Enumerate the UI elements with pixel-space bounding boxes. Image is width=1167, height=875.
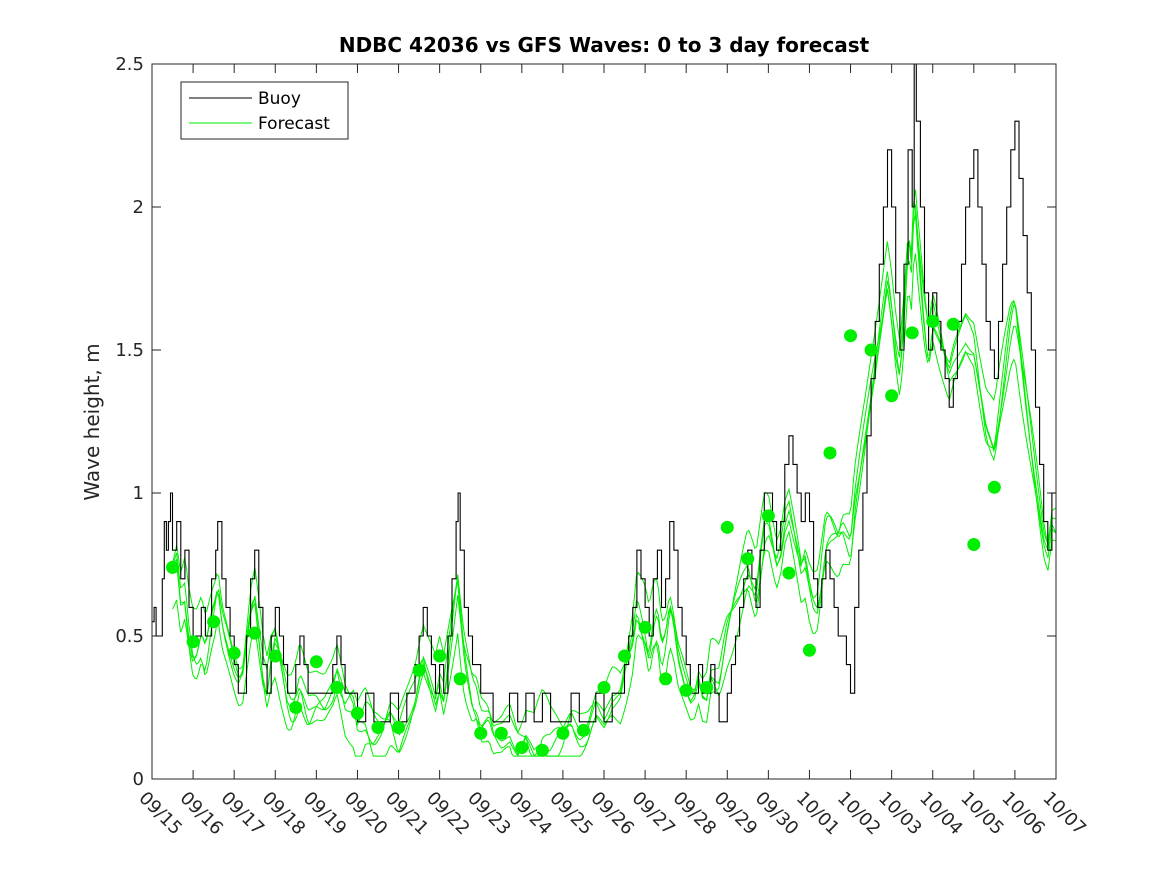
forecast-dot	[905, 326, 919, 340]
forecast-dot	[864, 343, 878, 357]
forecast-dot	[946, 317, 960, 331]
forecast-dot	[186, 635, 200, 649]
forecast-dot	[412, 663, 426, 677]
forecast-lines	[172, 189, 1057, 757]
forecast-dot	[802, 643, 816, 657]
forecast-dot	[576, 723, 590, 737]
chart-title: NDBC 42036 vs GFS Waves: 0 to 3 day fore…	[339, 33, 870, 57]
forecast-dot	[330, 680, 344, 694]
forecast-dot	[844, 329, 858, 343]
forecast-dot	[556, 726, 570, 740]
forecast-dot	[761, 509, 775, 523]
forecast-dot	[741, 552, 755, 566]
axes-box	[151, 63, 1057, 780]
legend-box	[180, 81, 349, 140]
legend-buoy-label: Buoy	[258, 89, 301, 109]
forecast-dot	[926, 314, 940, 328]
forecast-dot	[433, 649, 447, 663]
forecast-dot	[371, 721, 385, 735]
forecast-dot	[535, 743, 549, 757]
forecast-dot	[207, 615, 221, 629]
forecast-dot	[350, 706, 364, 720]
forecast-dot	[248, 626, 262, 640]
forecast-dot	[967, 537, 981, 551]
forecast-dot	[309, 655, 323, 669]
forecast-series-line	[172, 215, 1057, 746]
y-tick-label: 2	[133, 197, 144, 218]
y-tick-label: 1	[133, 483, 144, 504]
forecast-dot	[638, 620, 652, 634]
forecast-dot	[494, 726, 508, 740]
legend: Buoy Forecast	[180, 81, 349, 140]
forecast-dot	[453, 672, 467, 686]
forecast-dot	[268, 649, 282, 663]
legend-forecast-label: Forecast	[258, 114, 330, 134]
forecast-dot	[987, 480, 1001, 494]
forecast-dot	[618, 649, 632, 663]
forecast-dot	[782, 566, 796, 580]
y-tick-label: 0.5	[115, 626, 144, 647]
forecast-dot	[700, 680, 714, 694]
forecast-dot	[474, 726, 488, 740]
forecast-dot	[659, 672, 673, 686]
forecast-dot	[720, 520, 734, 534]
y-axis-title: Wave height, m	[80, 343, 104, 500]
forecast-series-line	[172, 253, 1057, 757]
forecast-dot	[392, 721, 406, 735]
forecast-dot	[823, 446, 837, 460]
y-tick-label: 1.5	[115, 340, 144, 361]
forecast-series-line	[172, 210, 1057, 757]
forecast-dot	[679, 683, 693, 697]
forecast-dot	[885, 389, 899, 403]
plot-area	[152, 64, 1056, 779]
y-tick-labels: 0 0.5 1 1.5 2 2.5	[115, 54, 144, 790]
forecast-dots	[166, 314, 1001, 757]
forecast-dot	[166, 560, 180, 574]
forecast-dot	[597, 680, 611, 694]
forecast-dot	[289, 701, 303, 714]
y-tick-label: 2.5	[115, 54, 144, 75]
forecast-dot	[227, 646, 241, 660]
forecast-dot	[515, 741, 529, 755]
axis-ticks	[151, 63, 1057, 780]
y-tick-label: 0	[133, 769, 144, 790]
forecast-series-line	[172, 204, 1057, 757]
